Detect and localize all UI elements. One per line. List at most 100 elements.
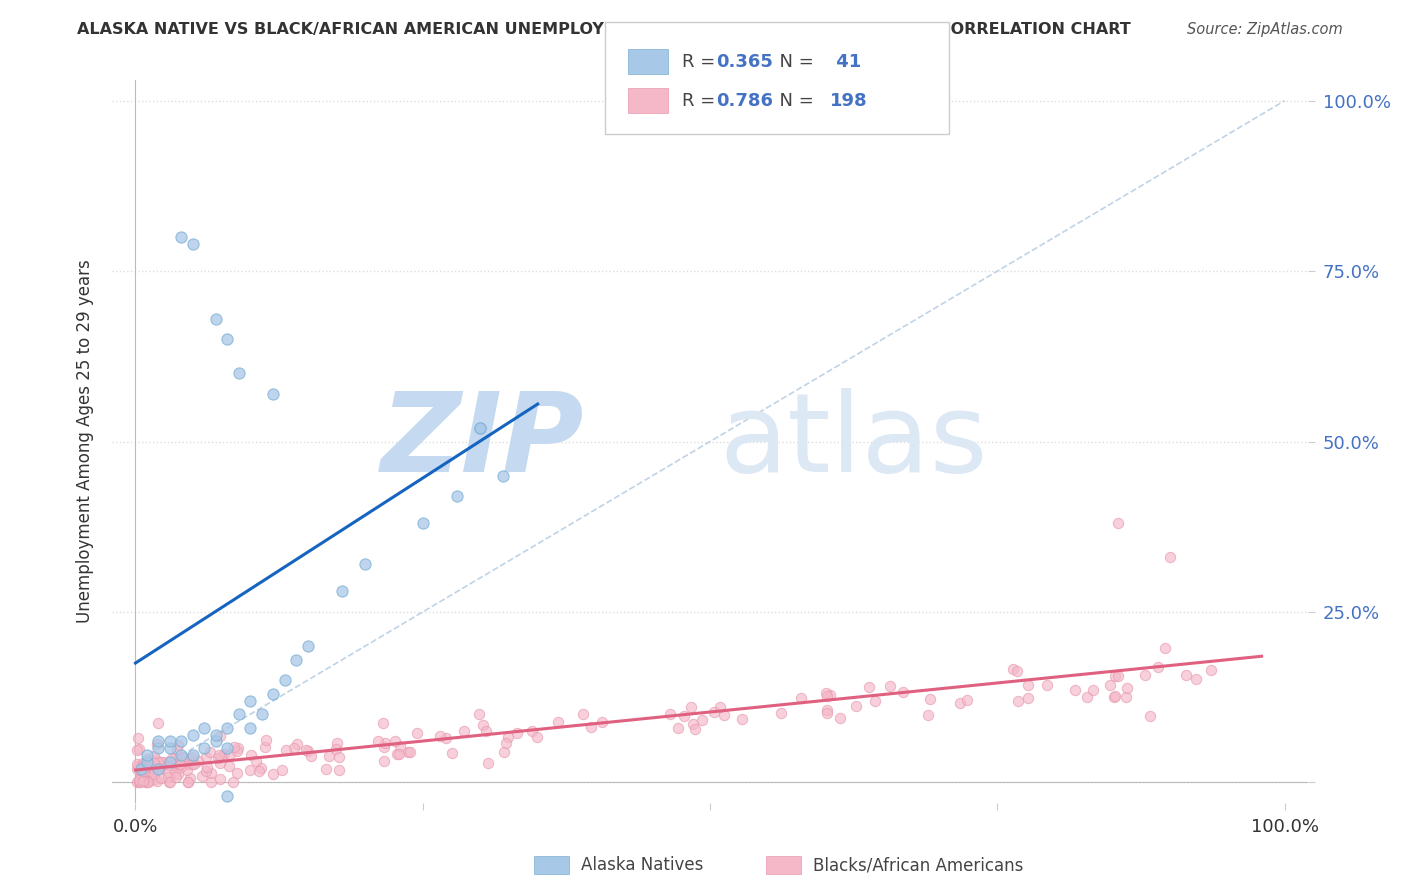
Point [283,741,305,756]
Point [285,653,308,667]
Point [526,730,548,744]
Point [1104,669,1126,683]
Point [177,774,200,789]
Point [170,230,193,244]
Point [132,774,155,789]
Point [1017,690,1039,705]
Point [446,489,468,503]
Point [858,680,880,694]
Text: atlas: atlas [720,388,987,495]
Point [217,741,239,756]
Point [146,715,169,730]
Point [326,736,349,750]
Point [690,713,713,727]
Point [208,747,231,762]
Point [180,757,202,772]
Point [146,755,169,769]
Point [156,765,179,780]
Point [467,706,489,721]
Point [193,721,215,735]
Point [240,748,263,763]
Point [297,744,319,758]
Point [167,767,190,781]
Point [219,747,242,762]
Point [1115,690,1137,704]
Point [146,773,169,788]
Point [195,750,218,764]
Point [262,387,284,401]
Point [658,706,681,721]
Point [318,749,340,764]
Point [183,757,205,772]
Point [1201,663,1223,677]
Point [125,743,148,757]
Point [177,757,200,772]
Point [328,749,350,764]
Point [429,729,451,743]
Point [136,748,159,763]
Point [152,756,174,770]
Point [149,755,172,769]
Point [163,751,186,765]
Point [221,774,243,789]
Point [703,705,725,719]
Point [176,764,198,778]
Point [163,765,186,780]
Point [145,757,167,772]
Point [1005,664,1028,678]
Text: 41: 41 [830,53,860,70]
Point [354,558,377,572]
Point [129,758,152,772]
Point [165,770,187,784]
Point [170,760,193,774]
Point [1104,690,1126,704]
Point [1147,660,1170,674]
Point [385,747,408,761]
Text: 198: 198 [830,92,868,110]
Point [879,679,901,693]
Point [125,774,148,789]
Point [591,715,613,730]
Point [179,752,201,766]
Point [212,747,235,761]
Text: 0.786: 0.786 [716,92,773,110]
Point [295,743,318,757]
Point [209,756,232,771]
Point [239,693,262,707]
Point [254,733,277,747]
Point [815,690,838,704]
Point [547,715,569,730]
Point [134,761,156,775]
Point [217,332,239,346]
Point [891,685,914,699]
Point [226,765,249,780]
Point [157,774,180,789]
Text: ZIP: ZIP [381,388,585,495]
Point [769,706,792,720]
Point [828,711,851,725]
Point [315,762,337,776]
Point [143,772,166,787]
Point [205,311,228,326]
Text: N =: N = [768,53,820,70]
Point [172,750,194,764]
Point [181,728,204,742]
Point [136,774,159,789]
Point [730,712,752,726]
Point [470,421,492,435]
Point [522,724,544,739]
Point [371,716,394,731]
Point [200,745,222,759]
Point [453,723,475,738]
Point [131,765,153,780]
Point [148,741,170,756]
Point [195,760,218,774]
Point [1017,678,1039,692]
Point [134,772,156,787]
Point [200,766,222,780]
Point [388,739,411,753]
Point [218,759,240,773]
Point [917,707,939,722]
Point [666,721,689,735]
Point [790,690,813,705]
